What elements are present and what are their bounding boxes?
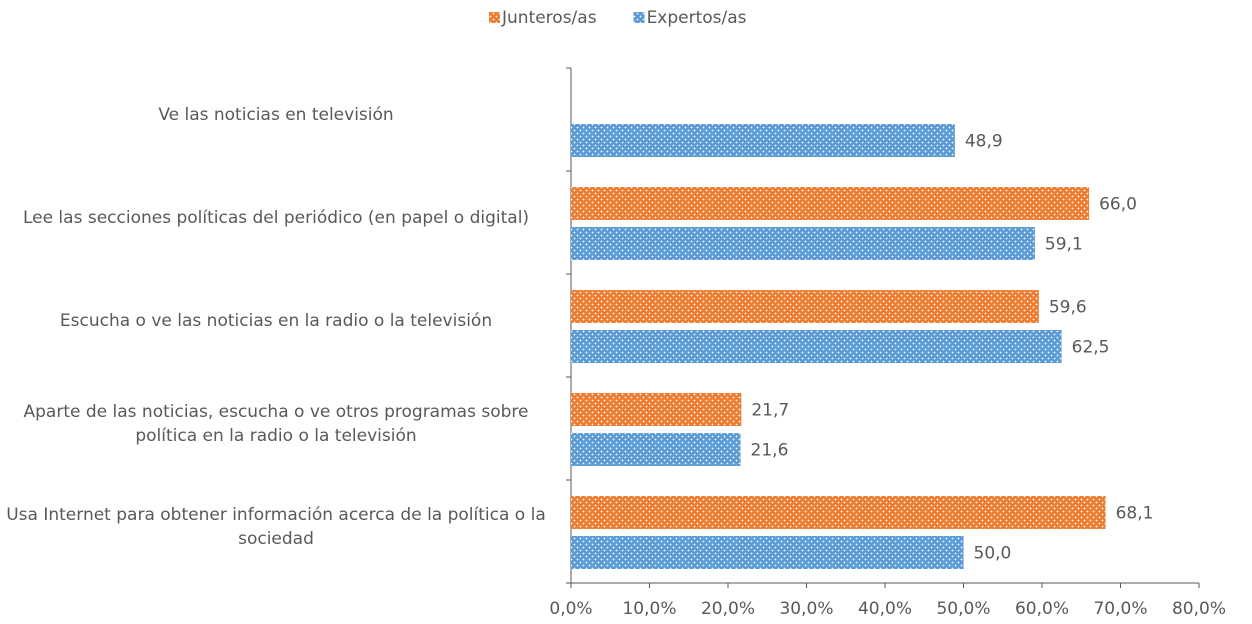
category-label: Lee las secciones políticas del periódic… (22, 207, 530, 228)
value-label: 59,6 (1049, 298, 1087, 318)
value-label: 66,0 (1099, 195, 1137, 215)
category-label: Escucha o ve las noticias en la radio o … (59, 310, 493, 331)
bar (571, 227, 1035, 260)
bar (571, 496, 1106, 529)
category-label: Ve las noticias en televisión (158, 104, 394, 125)
value-label: 48,9 (965, 132, 1003, 152)
x-tick-label: 30,0% (779, 599, 833, 619)
value-label: 59,1 (1045, 235, 1083, 255)
value-label: 21,6 (751, 441, 789, 461)
bar (571, 393, 742, 426)
x-tick-label: 80,0% (1172, 599, 1226, 619)
x-tick-label: 20,0% (701, 599, 755, 619)
x-tick-label: 70,0% (1093, 599, 1147, 619)
x-tick-label: 0,0% (549, 599, 592, 619)
legend-label: Expertos/as (647, 8, 747, 28)
value-label: 50,0 (974, 544, 1012, 564)
bar (571, 187, 1090, 220)
x-tick-label: 60,0% (1015, 599, 1069, 619)
bar (571, 433, 741, 466)
bar (571, 124, 955, 157)
value-label: 62,5 (1072, 338, 1110, 358)
legend-label: Junteros/as (501, 8, 597, 28)
value-label: 68,1 (1116, 504, 1154, 524)
category-label: Aparte de las noticias, escucha o ve otr… (23, 401, 529, 446)
x-tick-label: 50,0% (936, 599, 990, 619)
x-tick-label: 10,0% (622, 599, 676, 619)
category-label: Usa Internet para obtener información ac… (6, 504, 546, 549)
bar (571, 290, 1039, 323)
value-label: 21,7 (751, 401, 789, 421)
bar (571, 536, 964, 569)
x-tick-label: 40,0% (858, 599, 912, 619)
legend-swatch (489, 12, 500, 23)
bar (571, 330, 1062, 363)
legend-swatch (633, 12, 645, 23)
